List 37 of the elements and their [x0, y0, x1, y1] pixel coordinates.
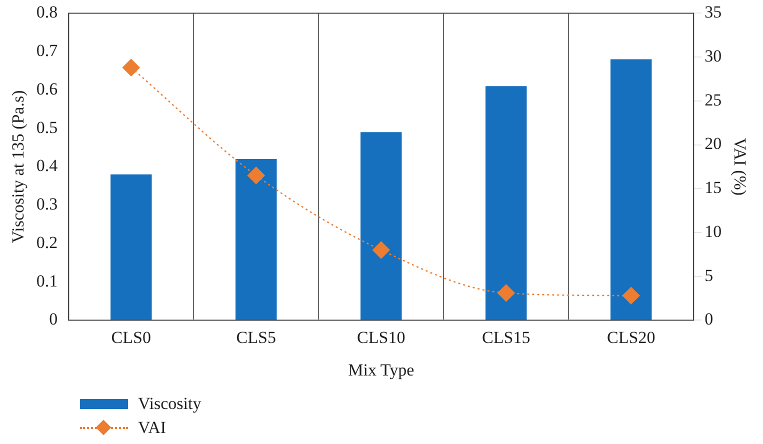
bar — [110, 174, 152, 320]
y2-tick-label: 5 — [704, 266, 714, 285]
x-tick-label: CLS5 — [236, 328, 276, 347]
y-tick-label: 0.6 — [36, 79, 58, 98]
y-tick-label: 0.1 — [36, 271, 58, 290]
y-tick-label: 0.4 — [36, 156, 58, 176]
legend-label: VAI — [138, 418, 166, 438]
y2-tick-label: 10 — [704, 222, 722, 241]
point — [622, 286, 640, 304]
bar — [610, 59, 652, 320]
y-axis-title: Viscosity at 135 (Pa.s) — [8, 90, 28, 244]
x-tick-label: CLS10 — [357, 328, 406, 347]
y2-tick-label: 35 — [704, 2, 722, 22]
y2-tick-label: 20 — [704, 134, 722, 154]
legend-label: Viscosity — [138, 394, 202, 414]
y-tick-label: 0.3 — [36, 194, 58, 214]
point — [372, 241, 390, 259]
y2-tick-label: 30 — [704, 46, 722, 66]
x-tick-label: CLS15 — [482, 328, 530, 347]
bar — [485, 86, 527, 320]
y-tick-label: 0 — [49, 310, 58, 329]
y2-tick-label: 15 — [704, 178, 722, 198]
point — [247, 166, 265, 184]
y2-tick-label: 0 — [704, 310, 714, 329]
y-tick-label: 0.2 — [36, 232, 58, 252]
y2-axis-title: VAI (%) — [730, 138, 750, 196]
point — [122, 58, 140, 76]
x-axis-title: Mix Type — [348, 360, 414, 380]
bar — [236, 159, 277, 320]
x-tick-label: CLS0 — [111, 328, 151, 347]
y2-tick-label: 25 — [704, 90, 722, 110]
point — [497, 284, 515, 302]
y-tick-label: 0.5 — [36, 118, 58, 137]
x-tick-label: CLS20 — [607, 328, 656, 347]
bar — [360, 132, 402, 320]
y-tick-label: 0.7 — [36, 41, 58, 60]
y-tick-label: 0.8 — [36, 2, 58, 22]
